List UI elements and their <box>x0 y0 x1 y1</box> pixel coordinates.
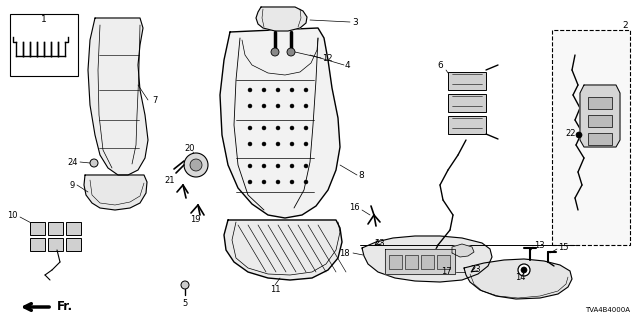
Circle shape <box>276 104 280 108</box>
Circle shape <box>90 159 98 167</box>
Circle shape <box>276 142 280 146</box>
Bar <box>448 94 486 112</box>
Circle shape <box>276 180 280 184</box>
Circle shape <box>304 142 308 146</box>
Polygon shape <box>88 18 148 175</box>
Circle shape <box>190 159 202 171</box>
Text: 6: 6 <box>437 60 443 69</box>
Bar <box>66 222 81 235</box>
Circle shape <box>304 104 308 108</box>
Bar <box>30 222 45 235</box>
Bar <box>588 97 612 109</box>
Circle shape <box>290 164 294 168</box>
Circle shape <box>287 48 295 56</box>
Polygon shape <box>464 259 572 299</box>
Bar <box>437 255 450 269</box>
Circle shape <box>521 267 527 273</box>
Circle shape <box>248 142 252 146</box>
Polygon shape <box>452 244 474 257</box>
Circle shape <box>262 104 266 108</box>
Text: TVA4B4000A: TVA4B4000A <box>585 307 630 313</box>
Bar <box>66 238 81 251</box>
Circle shape <box>518 264 530 276</box>
Text: 22: 22 <box>566 129 576 138</box>
Text: 23: 23 <box>470 266 481 275</box>
Circle shape <box>248 164 252 168</box>
Polygon shape <box>256 7 307 31</box>
Text: 7: 7 <box>152 95 157 105</box>
Bar <box>552 30 630 245</box>
Polygon shape <box>385 249 455 274</box>
Circle shape <box>576 132 582 138</box>
Bar <box>405 255 418 269</box>
Text: 18: 18 <box>339 249 350 258</box>
Text: 23: 23 <box>374 238 385 247</box>
Circle shape <box>304 180 308 184</box>
Bar <box>448 72 486 90</box>
Circle shape <box>271 48 279 56</box>
Polygon shape <box>580 85 620 147</box>
Bar <box>588 133 612 145</box>
Circle shape <box>290 180 294 184</box>
Text: 8: 8 <box>358 171 364 180</box>
Polygon shape <box>84 175 147 210</box>
Text: 9: 9 <box>70 180 75 189</box>
Text: 1: 1 <box>41 14 47 23</box>
Bar <box>48 222 63 235</box>
Bar <box>389 255 402 269</box>
Bar <box>48 238 63 251</box>
Text: 20: 20 <box>185 143 195 153</box>
Circle shape <box>304 126 308 130</box>
Text: Fr.: Fr. <box>57 300 73 314</box>
Text: 16: 16 <box>349 204 360 212</box>
Circle shape <box>181 281 189 289</box>
Circle shape <box>290 104 294 108</box>
Text: 24: 24 <box>67 157 78 166</box>
Text: 17: 17 <box>442 268 452 276</box>
Bar <box>30 238 45 251</box>
Circle shape <box>248 88 252 92</box>
Circle shape <box>262 142 266 146</box>
Text: 5: 5 <box>182 299 188 308</box>
Text: 3: 3 <box>352 18 358 27</box>
Circle shape <box>276 164 280 168</box>
Circle shape <box>304 164 308 168</box>
Circle shape <box>262 126 266 130</box>
Text: 4: 4 <box>345 60 351 69</box>
Text: 15: 15 <box>558 244 568 252</box>
Circle shape <box>248 126 252 130</box>
Circle shape <box>262 164 266 168</box>
Bar <box>421 255 434 269</box>
Text: 19: 19 <box>189 215 200 225</box>
Text: 21: 21 <box>164 175 175 185</box>
Bar <box>588 115 612 127</box>
Circle shape <box>290 126 294 130</box>
Polygon shape <box>362 236 492 282</box>
Circle shape <box>290 142 294 146</box>
Text: 11: 11 <box>269 285 280 294</box>
Circle shape <box>248 180 252 184</box>
Polygon shape <box>224 220 342 280</box>
Circle shape <box>262 88 266 92</box>
Circle shape <box>290 88 294 92</box>
Bar <box>448 116 486 134</box>
Circle shape <box>304 88 308 92</box>
Text: 13: 13 <box>534 242 545 251</box>
Bar <box>10 14 78 76</box>
Circle shape <box>262 180 266 184</box>
Circle shape <box>248 104 252 108</box>
Text: 2: 2 <box>622 20 628 29</box>
Circle shape <box>276 88 280 92</box>
Circle shape <box>276 126 280 130</box>
Circle shape <box>184 153 208 177</box>
Polygon shape <box>220 28 340 218</box>
Text: 12: 12 <box>322 53 333 62</box>
Text: 10: 10 <box>8 211 18 220</box>
Text: 14: 14 <box>515 274 525 283</box>
